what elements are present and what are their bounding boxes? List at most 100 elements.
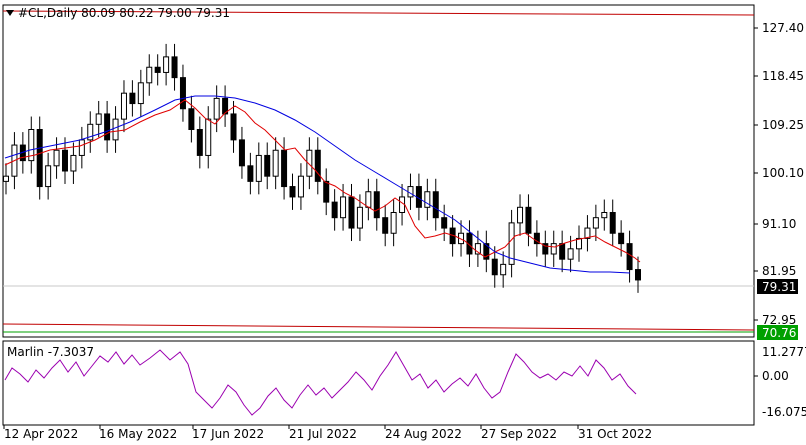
candle-body <box>28 129 35 162</box>
price-tick: 72.95 <box>762 313 796 327</box>
candle-body <box>146 66 153 84</box>
candle-body <box>533 232 540 245</box>
candle-body <box>306 149 313 177</box>
candle-body <box>542 243 549 255</box>
price-tick: 118.45 <box>762 69 804 83</box>
candle-body <box>348 196 355 229</box>
collapse-triangle-icon[interactable] <box>6 10 14 16</box>
candle-body <box>87 123 94 141</box>
candle-body <box>559 243 566 260</box>
candle-body <box>517 206 524 224</box>
candle-body <box>550 243 557 255</box>
candle-body <box>281 149 288 188</box>
indicator-pane[interactable] <box>2 340 755 426</box>
candle-body <box>626 243 633 271</box>
candle-body <box>238 139 245 167</box>
candle-body <box>576 237 583 250</box>
marlin-line <box>4 349 637 416</box>
level-price-badge <box>757 325 798 340</box>
candle-body <box>255 154 262 182</box>
date-tick: 12 Apr 2022 <box>4 427 78 441</box>
date-tick: 31 Oct 2022 <box>578 427 652 441</box>
level-price-label: 70.76 <box>762 326 796 340</box>
indicator-tick: 0.00 <box>762 369 789 383</box>
candle-body <box>618 232 625 245</box>
candle-body <box>129 92 136 105</box>
candle-body <box>45 165 52 188</box>
candle-body <box>483 243 490 260</box>
candle-body <box>205 118 212 156</box>
candle-body <box>179 77 186 110</box>
candle-body <box>272 149 279 177</box>
candle-body <box>592 217 599 229</box>
candle-body <box>508 222 515 265</box>
candle-body <box>466 232 473 255</box>
candle-body <box>264 154 271 177</box>
candle-body <box>120 92 127 120</box>
candle-body <box>356 206 363 229</box>
date-tick: 27 Sep 2022 <box>481 427 557 441</box>
current-price-label: 79.31 <box>762 280 796 294</box>
candle-body <box>137 82 144 105</box>
price-tick: 109.25 <box>762 118 804 132</box>
candle-body <box>331 201 338 219</box>
candle-body <box>213 97 220 120</box>
price-tick: 100.10 <box>762 166 804 180</box>
candle-body <box>584 227 591 239</box>
candle-body <box>424 191 431 208</box>
candle-body <box>567 248 574 260</box>
fast-ma-line <box>4 99 641 263</box>
candle-body <box>78 139 85 156</box>
price-tick: 81.95 <box>762 264 796 278</box>
candle-body <box>609 212 616 234</box>
candle-body <box>247 165 254 182</box>
candle-body <box>163 56 170 73</box>
candle-body <box>61 149 68 172</box>
chart-title: #CL,Daily 80.09 80.22 79.00 79.31 <box>18 6 230 20</box>
candle-body <box>3 175 9 182</box>
candle-body <box>500 263 507 276</box>
price-axis: 127.40 118.45 109.25 100.10 91.10 81.95 … <box>754 21 804 327</box>
support-line[interactable] <box>2 323 755 331</box>
candle-body <box>458 232 465 245</box>
date-tick: 17 Jun 2022 <box>192 427 264 441</box>
main-pane[interactable] <box>2 4 755 338</box>
candle-body <box>314 149 321 182</box>
time-axis: 12 Apr 2022 16 May 2022 17 Jun 2022 21 J… <box>3 425 652 441</box>
candle-body <box>222 97 229 115</box>
price-tick: 127.40 <box>762 21 804 35</box>
candle-body <box>104 113 111 141</box>
candle-body <box>340 196 347 219</box>
candle-body <box>297 175 304 198</box>
candle-body <box>70 154 77 172</box>
candle-body <box>95 113 102 125</box>
indicator-title: Marlin -7.3037 <box>7 345 94 359</box>
candle-body <box>196 129 203 156</box>
candle-body <box>154 66 161 73</box>
slow-ma-line <box>4 95 631 274</box>
candle-body <box>171 56 178 79</box>
current-price-badge <box>757 279 798 294</box>
candle-body <box>188 108 195 130</box>
candle-body <box>382 217 389 234</box>
candle-body <box>373 191 380 219</box>
date-tick: 24 Aug 2022 <box>385 427 462 441</box>
candle-body <box>441 217 448 229</box>
resistance-line[interactable] <box>2 10 755 16</box>
candle-body <box>525 206 532 234</box>
candle-body <box>432 191 439 219</box>
candle-body <box>474 243 481 255</box>
candles <box>3 43 641 293</box>
candle-body <box>601 212 608 219</box>
candle-body <box>491 258 498 276</box>
candle-body <box>230 113 237 141</box>
candle-body <box>53 149 60 167</box>
date-tick: 16 May 2022 <box>99 427 177 441</box>
candle-body <box>112 118 119 141</box>
candle-body <box>323 180 330 203</box>
candle-body <box>635 269 641 281</box>
date-tick: 21 Jul 2022 <box>289 427 357 441</box>
candle-body <box>289 186 296 198</box>
